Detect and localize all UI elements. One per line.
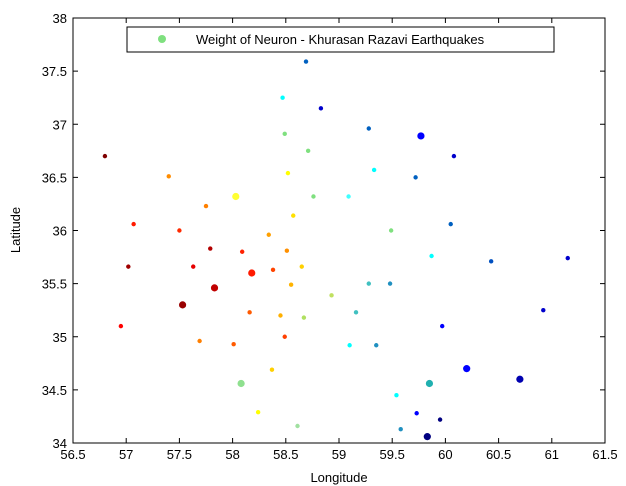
data-point xyxy=(366,281,371,286)
data-point xyxy=(118,323,124,329)
data-point xyxy=(232,192,240,201)
data-point xyxy=(282,131,287,137)
data-point xyxy=(387,281,393,286)
data-point xyxy=(288,282,294,287)
plot-area xyxy=(72,17,606,444)
data-point xyxy=(239,249,245,254)
data-point xyxy=(280,95,285,100)
data-point xyxy=(429,253,434,259)
x-tick-label: 60 xyxy=(438,447,452,462)
data-point xyxy=(463,365,471,373)
data-point xyxy=(295,423,300,429)
data-point xyxy=(291,213,296,218)
data-point xyxy=(255,409,261,415)
y-tick-label: 36.5 xyxy=(42,170,67,185)
legend: Weight of Neuron - Khurasan Razavi Earth… xyxy=(126,26,555,53)
data-point xyxy=(417,132,425,140)
x-axis-label: Longitude xyxy=(310,470,367,485)
x-tick-label: 59.5 xyxy=(380,447,405,462)
legend-label: Weight of Neuron - Khurasan Razavi Earth… xyxy=(196,32,485,47)
data-point xyxy=(131,221,136,227)
data-point xyxy=(414,411,419,416)
data-point xyxy=(266,232,271,237)
data-point xyxy=(329,293,334,298)
y-tick-label: 38 xyxy=(53,11,67,26)
x-tick-label: 58.5 xyxy=(273,447,298,462)
data-point xyxy=(197,338,202,344)
data-point xyxy=(388,228,394,233)
data-point xyxy=(305,148,311,154)
data-point xyxy=(423,433,431,441)
y-axis-label: Latitude xyxy=(8,207,23,253)
x-axis: 56.5 57 57.5 58 58.5 59 59.5 60 60.5 61 61.5 xyxy=(60,18,618,462)
data-point xyxy=(166,174,171,179)
y-tick-label: 37 xyxy=(53,117,67,132)
data-point xyxy=(191,264,196,269)
data-point xyxy=(311,194,316,199)
data-point xyxy=(437,417,443,422)
data-point xyxy=(248,269,256,277)
data-point xyxy=(346,194,351,199)
data-point xyxy=(282,334,287,339)
data-point xyxy=(299,264,304,269)
data-point xyxy=(448,221,453,227)
x-tick-label: 57 xyxy=(119,447,133,462)
legend-marker xyxy=(158,35,166,43)
data-point xyxy=(425,379,434,388)
data-point xyxy=(278,313,283,318)
data-point xyxy=(541,307,546,313)
data-point xyxy=(178,301,187,309)
data-point xyxy=(398,426,403,432)
x-tick-label: 59 xyxy=(332,447,346,462)
x-tick-label: 60.5 xyxy=(486,447,511,462)
data-point xyxy=(353,310,359,315)
data-point xyxy=(374,343,379,348)
data-point xyxy=(102,153,108,159)
data-point xyxy=(318,106,324,111)
x-tick-label: 56.5 xyxy=(60,447,85,462)
data-point xyxy=(237,379,245,388)
data-point xyxy=(270,267,276,273)
y-tick-label: 34.5 xyxy=(42,383,67,398)
data-point xyxy=(177,228,182,233)
data-point xyxy=(451,153,457,159)
y-tick-label: 36 xyxy=(53,224,67,239)
data-point xyxy=(210,284,219,292)
data-point xyxy=(284,248,290,253)
data-point xyxy=(247,310,252,315)
data-point xyxy=(269,367,275,372)
data-point xyxy=(440,323,445,329)
y-tick-label: 35 xyxy=(53,330,67,345)
data-point xyxy=(394,392,399,398)
x-tick-label: 61.5 xyxy=(592,447,617,462)
data-point xyxy=(285,170,291,176)
data-point xyxy=(488,259,494,264)
y-tick-label: 34 xyxy=(53,436,67,451)
x-tick-label: 58 xyxy=(225,447,239,462)
y-tick-label: 35.5 xyxy=(42,277,67,292)
y-axis: 34 34.5 35 35.5 36 36.5 37 37.5 38 xyxy=(42,11,605,451)
y-tick-label: 37.5 xyxy=(42,64,67,79)
data-point xyxy=(413,175,418,180)
data-point xyxy=(347,343,352,348)
plot-frame xyxy=(72,17,606,444)
data-point xyxy=(208,246,213,251)
data-point xyxy=(303,59,309,64)
data-point xyxy=(565,255,570,261)
data-points xyxy=(102,59,570,441)
legend-box xyxy=(126,26,555,53)
data-point xyxy=(371,167,377,173)
x-tick-label: 61 xyxy=(545,447,559,462)
data-point xyxy=(301,315,307,320)
data-point xyxy=(516,375,524,383)
data-point xyxy=(126,264,131,269)
x-tick-label: 57.5 xyxy=(167,447,192,462)
data-point xyxy=(203,203,209,209)
data-point xyxy=(231,341,236,347)
data-point xyxy=(366,126,371,131)
